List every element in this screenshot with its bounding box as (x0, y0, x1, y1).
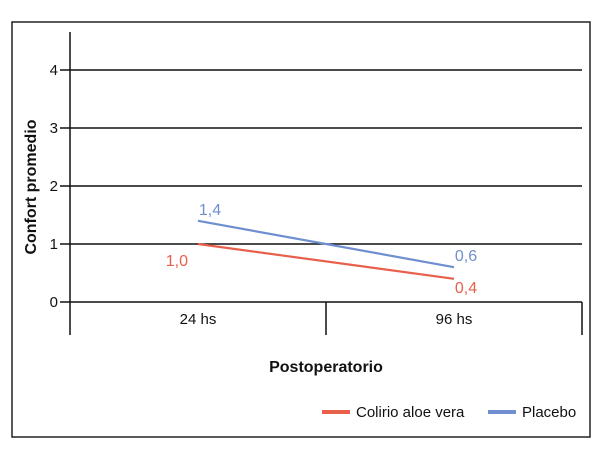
y-tick-label-1: 1 (50, 236, 58, 253)
series-line-0 (197, 242, 455, 280)
axis-layer: 0 1 2 3 4 24 hs 96 hs (50, 32, 583, 335)
data-label-1-0: 1,4 (199, 202, 221, 219)
chart-frame (11, 21, 591, 438)
series-layer: 1,0 0,4 1,4 0,6 (166, 202, 477, 297)
y-axis-title: Confort promedio (23, 119, 40, 254)
y-tick-label-3: 3 (50, 120, 58, 137)
data-label-0-1: 0,4 (455, 280, 477, 297)
data-label-1-1: 0,6 (455, 248, 477, 265)
y-tick-label-0: 0 (50, 294, 58, 311)
legend: Colirio aloe vera Placebo (322, 404, 576, 421)
x-axis-title: Postoperatorio (269, 359, 383, 376)
x-tick-label-0: 24 hs (180, 311, 217, 328)
legend-label-1: Placebo (522, 404, 576, 421)
series-line-1 (197, 219, 455, 269)
y-tick-label-2: 2 (50, 178, 58, 195)
x-tick-label-1: 96 hs (436, 311, 473, 328)
y-tick-label-4: 4 (50, 62, 58, 79)
data-label-0-0: 1,0 (166, 253, 188, 270)
legend-label-0: Colirio aloe vera (356, 404, 465, 421)
